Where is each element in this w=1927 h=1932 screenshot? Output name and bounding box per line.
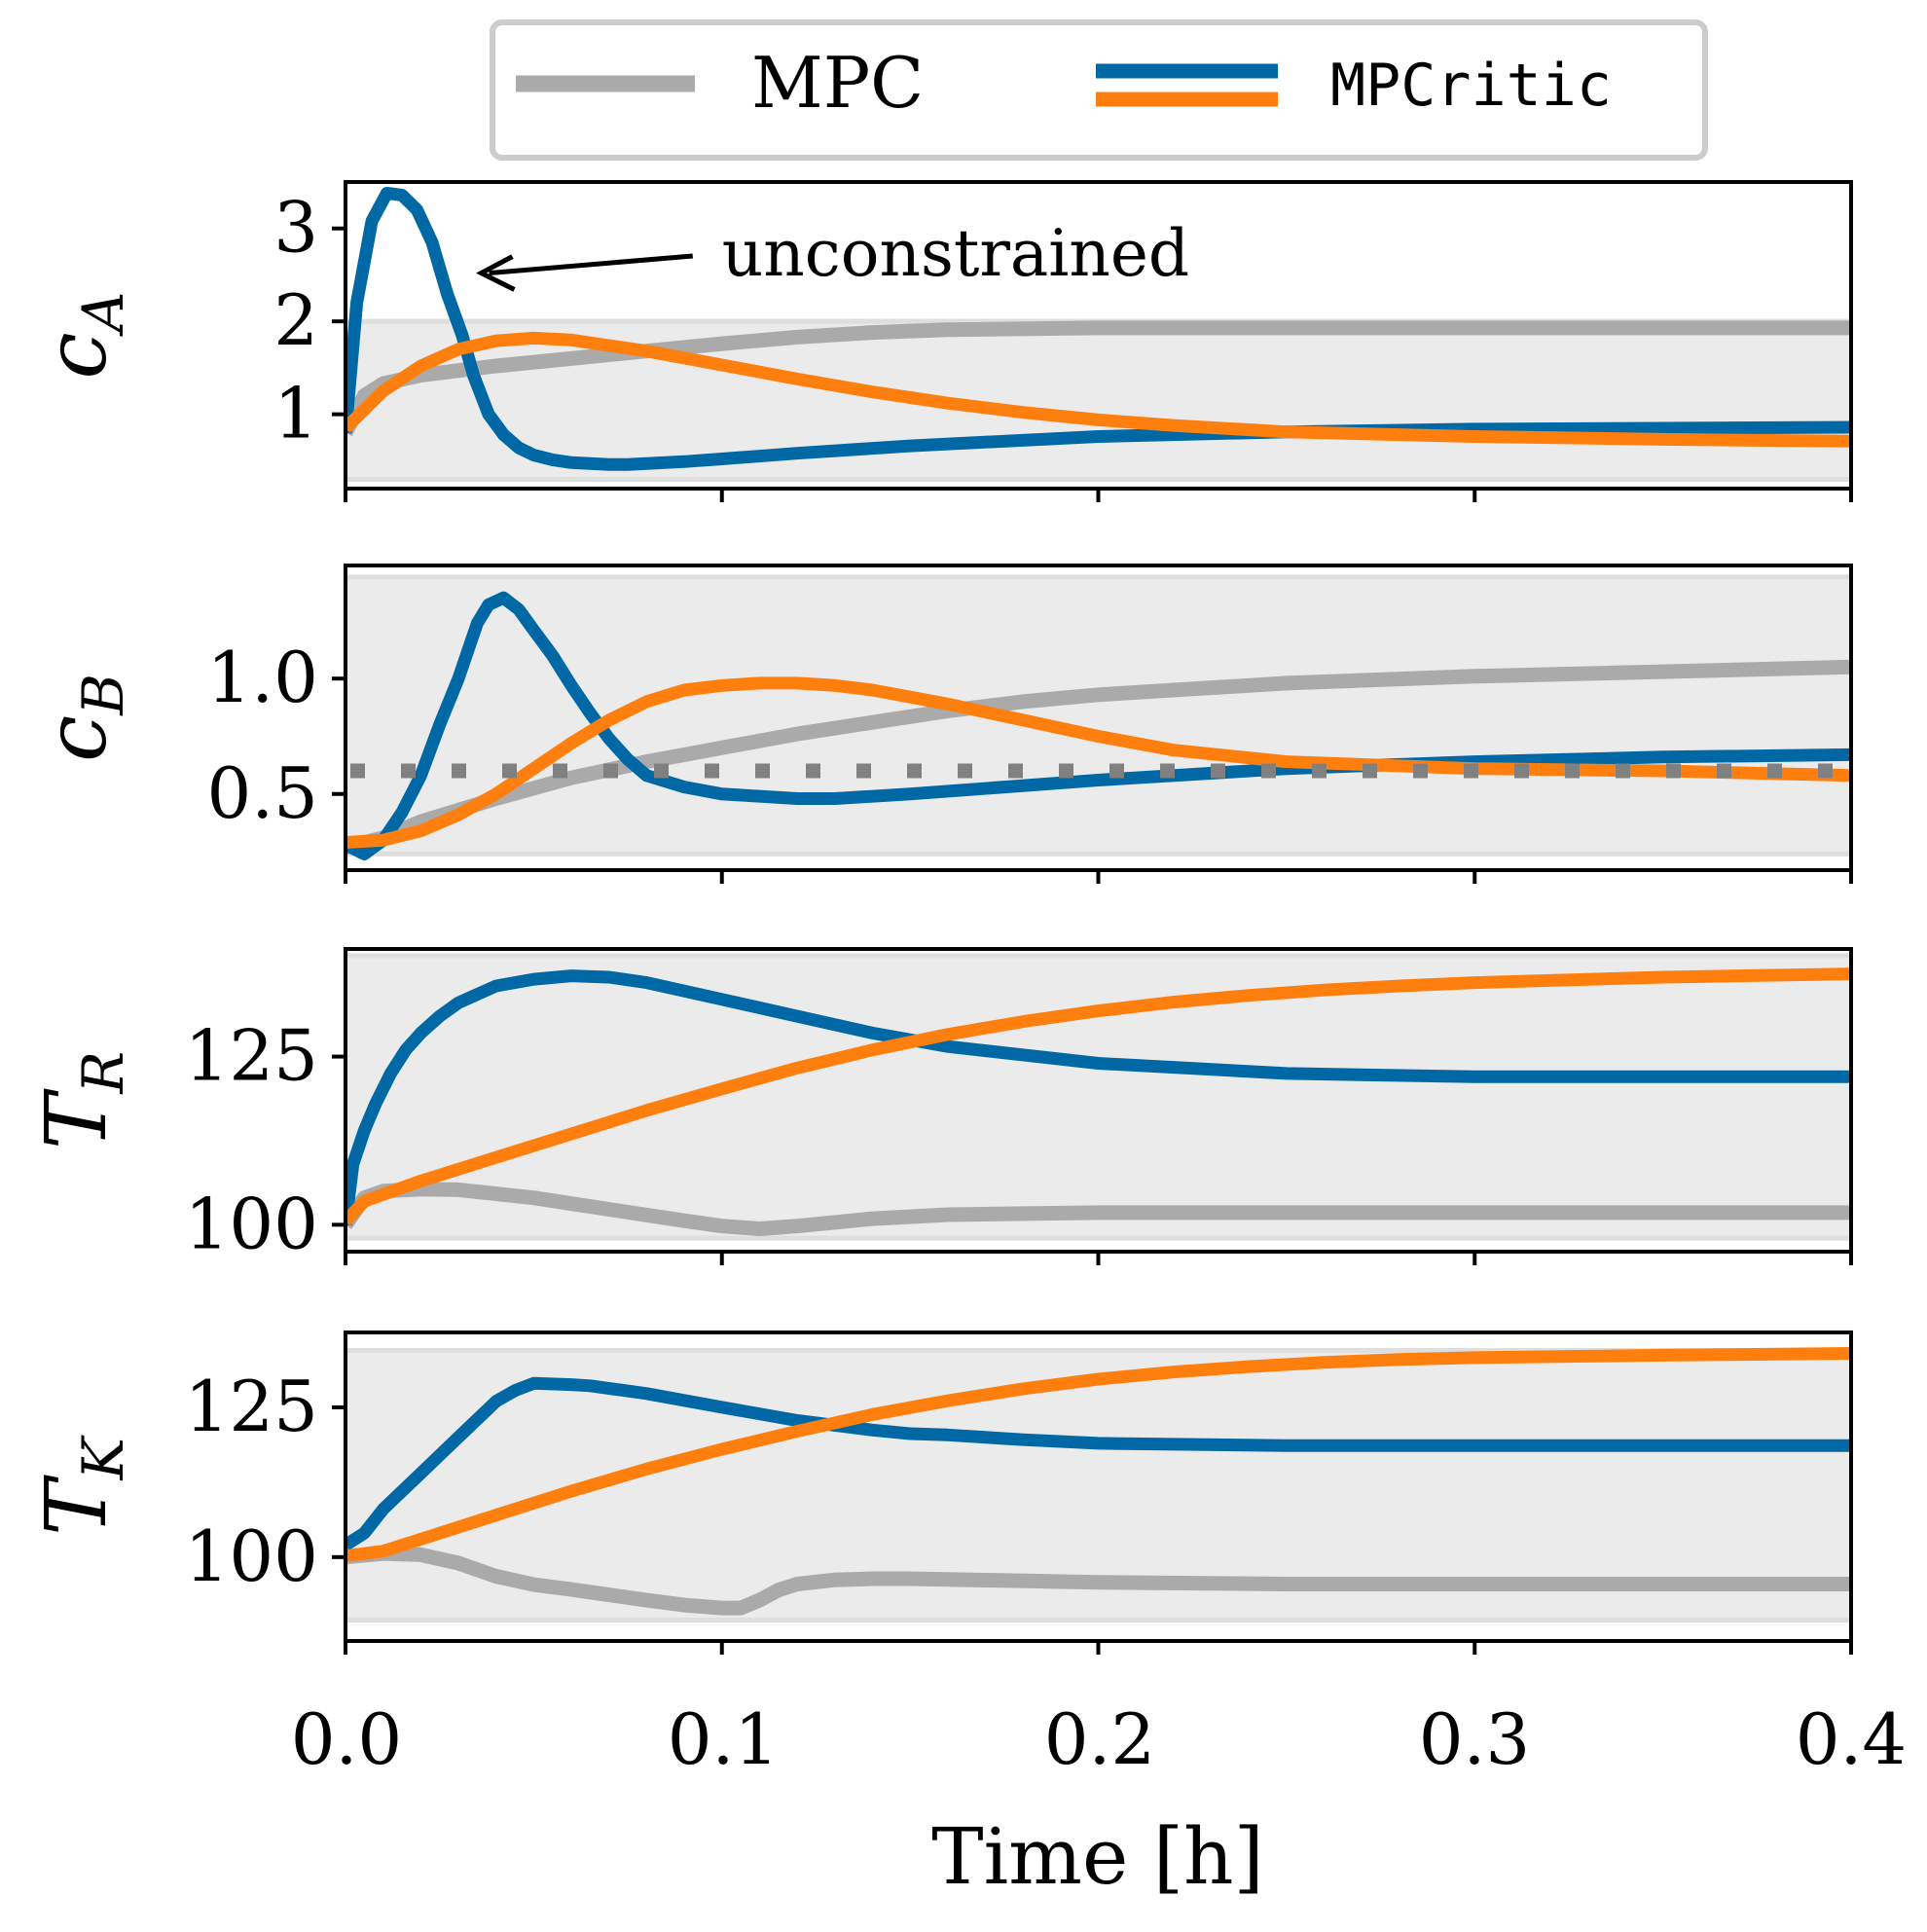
x-axis: 0.0 0.1 0.2 0.3 0.4 Time [h]: [291, 1698, 1908, 1902]
y-axis-label-tk: TK: [28, 1434, 136, 1535]
x-tick-label: 0.3: [1419, 1698, 1531, 1780]
series-line-mpcritic-blue: [345, 591, 1851, 860]
y-axis-label-subscript: R: [70, 1051, 136, 1095]
plot-area: [345, 953, 1851, 1241]
panel-cb: 0.5 1.0 cB: [28, 564, 1853, 884]
y-tick-label: 1.0: [206, 637, 318, 718]
y-tick-label: 2: [273, 279, 318, 361]
y-tick-label: 100: [185, 1183, 318, 1264]
constraint-band: [345, 955, 1851, 1239]
series-line-mpcritic-blue: [345, 187, 1851, 471]
y-axis-label-subscript: K: [70, 1434, 136, 1480]
y-axis-label-main: T: [28, 1088, 126, 1149]
y-tick-label: 125: [185, 1015, 318, 1097]
panel-tr: 100 125 TR: [28, 947, 1853, 1265]
legend-mpcritic-label: MPCritic: [1330, 52, 1612, 120]
y-tick-label: 100: [185, 1515, 318, 1597]
y-axis-label-main: c: [28, 332, 126, 379]
annotation-arrow-shaft: [489, 253, 693, 276]
series-line-mpcritic-blue: [345, 969, 1851, 1226]
y-axis-label-ca: cA: [28, 291, 136, 379]
legend-mpc-label: MPC: [751, 42, 924, 124]
y-axis-label-cb: cB: [28, 674, 136, 762]
y-axis-label-main: T: [28, 1475, 126, 1536]
y-tick-label: 1: [273, 373, 318, 455]
legend: MPC MPCritic: [490, 19, 1708, 161]
y-axis-label-subscript: B: [70, 674, 136, 716]
panel-tk: 100 125 TK: [28, 1331, 1853, 1655]
y-axis-label-tr: TR: [28, 1051, 136, 1149]
y-tick-label: 0.5: [206, 752, 318, 834]
series-line-mpcritic-orange: [345, 967, 1851, 1226]
x-axis-label: Time [h]: [931, 1811, 1264, 1902]
series-line-mpcritic-orange: [345, 676, 1851, 849]
y-tick-label: 125: [185, 1366, 318, 1447]
plot-area: [345, 187, 1851, 482]
constraint-band: [345, 576, 1851, 855]
annotation-label: unconstrained: [722, 216, 1189, 291]
x-tick-label: 0.0: [291, 1698, 403, 1780]
y-axis-label-main: c: [28, 715, 126, 762]
series-line-mpcritic-blue: [345, 1376, 1851, 1550]
plot-area: [345, 574, 1851, 860]
series-line-mpc: [345, 1546, 1851, 1616]
x-tick-label: 0.1: [668, 1698, 780, 1780]
plot-area: [345, 1347, 1851, 1622]
annotation-arrow-head: [476, 254, 516, 292]
y-tick-label: 3: [273, 187, 318, 269]
legend-frame: [490, 19, 1708, 161]
y-axis-label-subscript: A: [70, 291, 136, 337]
series-line-mpcritic-orange: [345, 1347, 1851, 1563]
series-line-mpcritic-orange: [345, 331, 1851, 448]
x-tick-label: 0.4: [1796, 1698, 1908, 1780]
x-tick-label: 0.2: [1044, 1698, 1156, 1780]
